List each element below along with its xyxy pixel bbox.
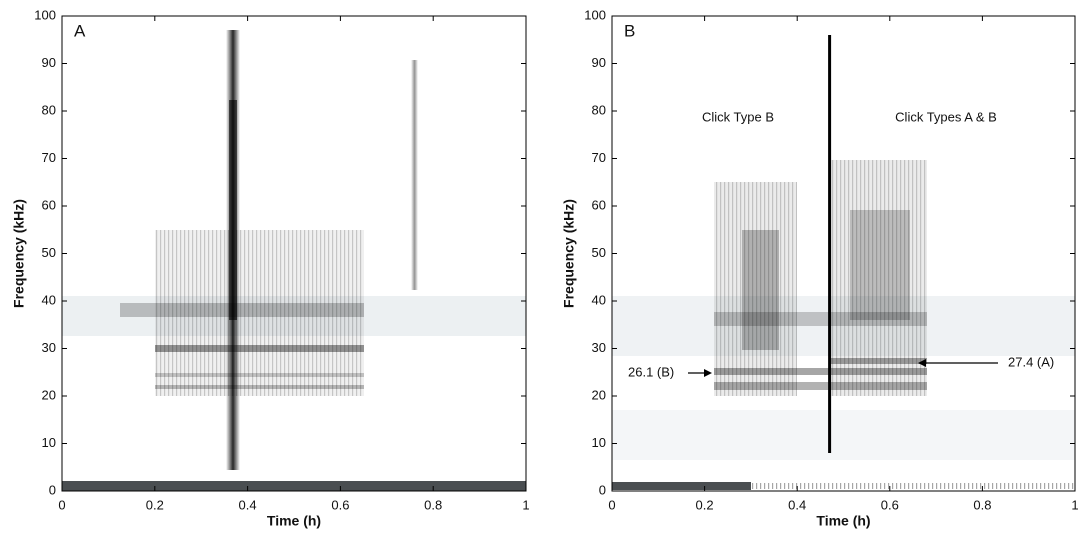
x-axis-label: Time (h) bbox=[816, 513, 870, 529]
y-tick-label: 50 bbox=[42, 245, 56, 260]
y-tick-label: 70 bbox=[592, 150, 606, 165]
y-tick-label: 0 bbox=[599, 482, 606, 497]
y-tick-label: 30 bbox=[592, 340, 606, 355]
arrow-head bbox=[918, 359, 926, 367]
y-tick-label: 40 bbox=[592, 292, 606, 307]
x-axis-label: Time (h) bbox=[267, 513, 321, 529]
y-tick-label: 100 bbox=[34, 7, 56, 22]
y-axis-label: Frequency (kHz) bbox=[11, 199, 27, 308]
spectrogram-texture bbox=[612, 35, 1075, 490]
x-tick-label: 1 bbox=[1071, 497, 1078, 512]
x-tick-label: 0 bbox=[608, 497, 615, 512]
panel-label: B bbox=[624, 21, 635, 40]
annotation: 26.1 (B) bbox=[628, 364, 674, 379]
arrow-head bbox=[704, 369, 712, 377]
x-tick-label: 0.2 bbox=[696, 497, 714, 512]
annotation: Click Types A & B bbox=[895, 109, 997, 124]
x-tick-label: 0.6 bbox=[331, 497, 349, 512]
y-tick-label: 80 bbox=[592, 102, 606, 117]
y-tick-label: 0 bbox=[49, 482, 56, 497]
y-axis-label: Frequency (kHz) bbox=[561, 199, 577, 308]
x-tick-label: 0.8 bbox=[973, 497, 991, 512]
annotation: 27.4 (A) bbox=[1008, 354, 1054, 369]
y-tick-label: 90 bbox=[592, 55, 606, 70]
annotation: Click Type B bbox=[702, 109, 774, 124]
y-tick-label: 90 bbox=[42, 55, 56, 70]
x-tick-label: 0.2 bbox=[146, 497, 164, 512]
x-tick-label: 0.6 bbox=[881, 497, 899, 512]
x-tick-label: 1 bbox=[522, 497, 529, 512]
y-tick-label: 100 bbox=[584, 7, 606, 22]
x-tick-label: 0.8 bbox=[424, 497, 442, 512]
y-tick-label: 40 bbox=[42, 292, 56, 307]
y-tick-label: 80 bbox=[42, 102, 56, 117]
x-tick-label: 0 bbox=[58, 497, 65, 512]
y-tick-label: 30 bbox=[42, 340, 56, 355]
y-tick-label: 50 bbox=[592, 245, 606, 260]
panel-label: A bbox=[74, 21, 86, 40]
spectrogram-texture bbox=[62, 30, 526, 491]
annotations: Click Type B Click Types A & B 26.1 (B) … bbox=[628, 109, 1054, 379]
y-tick-label: 20 bbox=[592, 387, 606, 402]
y-tick-label: 10 bbox=[592, 435, 606, 450]
y-tick-label: 10 bbox=[42, 435, 56, 450]
y-tick-label: 70 bbox=[42, 150, 56, 165]
x-tick-label: 0.4 bbox=[239, 497, 257, 512]
y-tick-label: 60 bbox=[42, 197, 56, 212]
y-tick-label: 60 bbox=[592, 197, 606, 212]
x-tick-label: 0.4 bbox=[788, 497, 806, 512]
y-tick-label: 20 bbox=[42, 387, 56, 402]
